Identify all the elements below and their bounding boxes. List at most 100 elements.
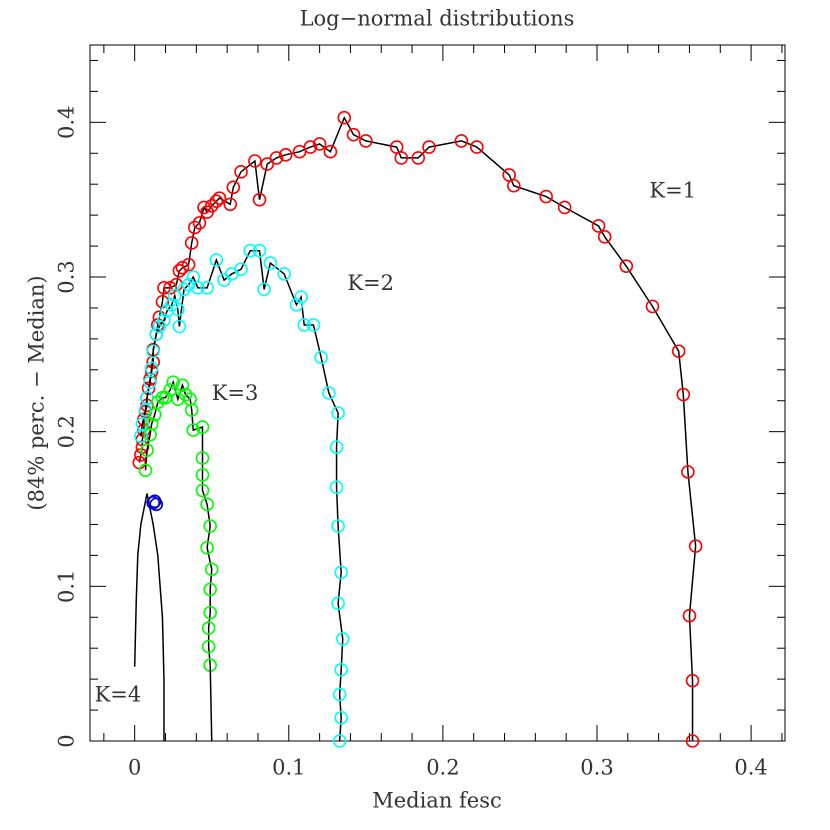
y-tick-label: 0.4	[55, 106, 79, 139]
marker	[332, 734, 347, 748]
marker	[278, 148, 293, 162]
marker	[195, 468, 210, 482]
marker	[204, 199, 219, 213]
marker	[332, 687, 347, 702]
marker	[269, 151, 284, 165]
marker	[178, 387, 193, 402]
marker	[682, 608, 697, 623]
y-tick-label: 0	[55, 734, 79, 747]
marker	[181, 257, 196, 272]
marker	[157, 313, 171, 328]
x-tick-label: 0	[128, 756, 141, 780]
marker	[167, 288, 182, 303]
marker	[223, 197, 238, 212]
marker	[331, 406, 345, 420]
marker	[306, 318, 321, 332]
series-line	[209, 665, 213, 742]
marker	[226, 180, 241, 195]
marker	[591, 219, 606, 233]
marker	[597, 229, 612, 244]
marker	[138, 463, 153, 478]
marker	[312, 137, 327, 151]
marker	[297, 318, 312, 332]
marker	[671, 344, 686, 359]
marker	[685, 734, 700, 748]
y-tick-label: 0.1	[55, 570, 79, 603]
marker	[144, 417, 159, 431]
marker	[260, 157, 275, 171]
marker	[322, 386, 336, 400]
marker	[181, 277, 196, 292]
marker	[454, 134, 469, 148]
x-tick-label: 0.1	[272, 756, 305, 780]
plot-frame	[89, 44, 786, 742]
marker	[143, 427, 157, 442]
marker	[243, 243, 258, 258]
marker	[144, 361, 159, 376]
marker	[195, 420, 210, 434]
marker	[469, 140, 484, 154]
marker	[171, 302, 185, 317]
series-line	[138, 115, 697, 741]
marker	[201, 621, 216, 635]
marker	[177, 282, 191, 297]
marker	[149, 497, 164, 512]
marker	[163, 281, 177, 295]
marker	[172, 264, 187, 278]
marker	[252, 192, 267, 207]
series-label: K=2	[347, 271, 394, 295]
marker	[688, 539, 703, 553]
marker	[277, 267, 291, 281]
marker	[186, 423, 201, 437]
series-line	[140, 249, 344, 742]
marker	[187, 220, 202, 235]
marker	[140, 443, 154, 458]
marker	[203, 519, 217, 533]
marker	[200, 497, 214, 512]
marker	[200, 540, 214, 555]
series-line	[144, 379, 213, 666]
marker	[263, 256, 278, 270]
marker	[334, 663, 348, 677]
marker	[314, 350, 328, 365]
marker	[143, 375, 157, 389]
y-tick-label: 0.2	[55, 415, 79, 448]
x-tick-label: 0.4	[734, 756, 767, 780]
marker	[294, 290, 308, 304]
marker	[212, 191, 227, 205]
marker	[184, 236, 199, 250]
marker	[166, 375, 181, 389]
series-label: K=1	[649, 178, 696, 202]
marker	[257, 282, 271, 297]
x-axis-label: Median fesc	[372, 789, 502, 813]
marker	[329, 480, 344, 495]
marker	[303, 140, 318, 154]
marker	[141, 381, 156, 396]
marker	[204, 562, 219, 577]
marker	[619, 259, 634, 273]
marker	[346, 127, 361, 142]
marker	[411, 151, 426, 165]
marker	[195, 451, 210, 465]
marker	[203, 605, 217, 620]
marker	[394, 151, 409, 165]
marker	[157, 281, 171, 295]
marker	[539, 189, 553, 204]
y-axis-label: (84% perc. − Median)	[25, 275, 49, 510]
marker	[331, 596, 345, 611]
series-label: K=3	[212, 381, 259, 405]
marker	[200, 281, 214, 295]
marker	[359, 134, 373, 148]
marker	[329, 440, 344, 454]
marker	[335, 632, 350, 646]
marker	[506, 178, 521, 193]
series-label: K=4	[95, 683, 142, 707]
marker	[209, 253, 224, 267]
marker	[334, 710, 348, 725]
marker	[191, 281, 205, 295]
y-tick-label: 0.3	[55, 260, 79, 293]
marker	[135, 417, 150, 431]
marker	[331, 519, 345, 533]
x-tick-label: 0.2	[426, 756, 459, 780]
